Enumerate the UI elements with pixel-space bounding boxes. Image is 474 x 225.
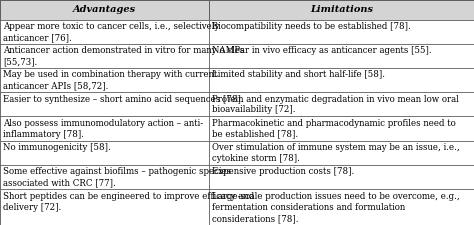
Text: Anticancer action demonstrated in vitro for many AMPs
[55,73].: Anticancer action demonstrated in vitro … — [3, 46, 245, 66]
Bar — [209, 68, 474, 92]
Text: Appear more toxic to cancer cells, i.e., selectively
anticancer [76].: Appear more toxic to cancer cells, i.e.,… — [3, 22, 219, 42]
Bar — [0, 20, 209, 44]
Bar — [0, 165, 209, 189]
Text: Pharmacokinetic and pharmacodynamic profiles need to
be established [78].: Pharmacokinetic and pharmacodynamic prof… — [212, 119, 456, 139]
Bar — [0, 0, 209, 20]
Bar — [0, 92, 209, 116]
Text: Over stimulation of immune system may be an issue, i.e.,
cytokine storm [78].: Over stimulation of immune system may be… — [212, 143, 460, 163]
Text: Limitations: Limitations — [310, 5, 373, 14]
Text: Expensive production costs [78].: Expensive production costs [78]. — [212, 167, 354, 176]
Text: Short peptides can be engineered to improve efficacy and
delivery [72].: Short peptides can be engineered to impr… — [3, 192, 255, 212]
Text: Large-scale production issues need to be overcome, e.g.,
fermentation considerat: Large-scale production issues need to be… — [212, 192, 460, 223]
Text: Limited stability and short half-life [58].: Limited stability and short half-life [5… — [212, 70, 385, 79]
Bar — [0, 68, 209, 92]
Bar — [209, 116, 474, 140]
Bar — [209, 140, 474, 165]
Bar — [0, 189, 209, 225]
Text: No clear in vivo efficacy as anticancer agents [55].: No clear in vivo efficacy as anticancer … — [212, 46, 431, 55]
Bar — [209, 189, 474, 225]
Text: Protein and enzymatic degradation in vivo mean low oral
bioavailability [72].: Protein and enzymatic degradation in viv… — [212, 95, 459, 114]
Text: Biocompatibility needs to be established [78].: Biocompatibility needs to be established… — [212, 22, 410, 31]
Bar — [0, 140, 209, 165]
Bar — [209, 0, 474, 20]
Text: No immunogenicity [58].: No immunogenicity [58]. — [3, 143, 111, 152]
Bar — [209, 165, 474, 189]
Bar — [209, 44, 474, 68]
Text: Advantages: Advantages — [73, 5, 136, 14]
Bar — [209, 92, 474, 116]
Text: Easier to synthesize – short amino acid sequences [78].: Easier to synthesize – short amino acid … — [3, 95, 244, 104]
Text: Some effective against biofilms – pathogenic species
associated with CRC [77].: Some effective against biofilms – pathog… — [3, 167, 231, 187]
Text: May be used in combination therapy with current
anticancer APIs [58,72].: May be used in combination therapy with … — [3, 70, 218, 90]
Bar — [0, 116, 209, 140]
Text: Also possess immunomodulatory action – anti-
inflammatory [78].: Also possess immunomodulatory action – a… — [3, 119, 203, 139]
Bar — [209, 20, 474, 44]
Bar — [0, 44, 209, 68]
